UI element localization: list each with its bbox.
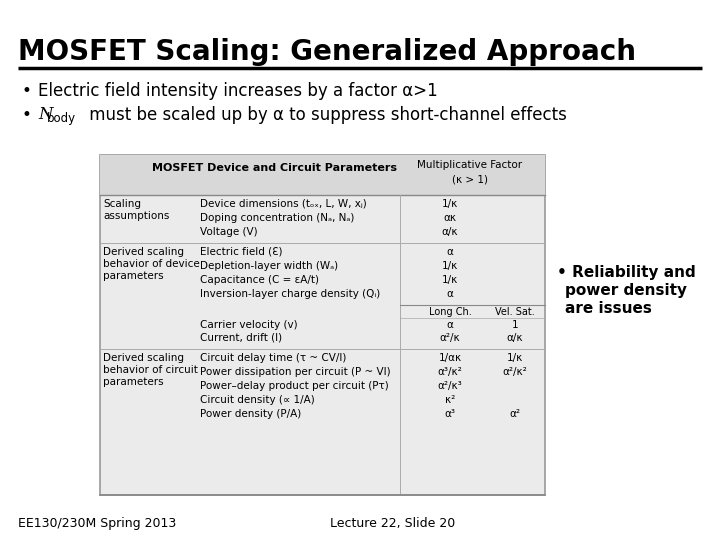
Text: Lecture 22, Slide 20: Lecture 22, Slide 20 bbox=[330, 517, 455, 530]
Text: EE130/230M Spring 2013: EE130/230M Spring 2013 bbox=[18, 517, 176, 530]
Text: must be scaled up by α to suppress short-channel effects: must be scaled up by α to suppress short… bbox=[84, 106, 567, 124]
Text: α²: α² bbox=[510, 409, 521, 419]
Text: Derived scaling: Derived scaling bbox=[103, 247, 184, 257]
Text: Multiplicative Factor: Multiplicative Factor bbox=[418, 160, 523, 170]
Text: 1/κ: 1/κ bbox=[507, 353, 523, 363]
Text: Voltage (V): Voltage (V) bbox=[200, 227, 258, 237]
Text: parameters: parameters bbox=[103, 271, 163, 281]
Text: MOSFET Scaling: Generalized Approach: MOSFET Scaling: Generalized Approach bbox=[18, 38, 636, 66]
Text: Scaling: Scaling bbox=[103, 199, 141, 209]
Text: behavior of circuit: behavior of circuit bbox=[103, 365, 198, 375]
Text: Vel. Sat.: Vel. Sat. bbox=[495, 307, 535, 317]
Text: α²/κ²: α²/κ² bbox=[503, 367, 527, 377]
Text: •: • bbox=[22, 106, 32, 124]
Text: Capacitance (C = εA/t): Capacitance (C = εA/t) bbox=[200, 275, 319, 285]
Text: α³/κ²: α³/κ² bbox=[438, 367, 462, 377]
Text: 1/κ: 1/κ bbox=[442, 275, 458, 285]
Text: 1/κ: 1/κ bbox=[442, 261, 458, 271]
Bar bbox=[100, 155, 545, 495]
Text: Circuit density (∝ 1/A): Circuit density (∝ 1/A) bbox=[200, 395, 315, 405]
Text: Derived scaling: Derived scaling bbox=[103, 353, 184, 363]
Text: Power dissipation per circuit (P ~ VI): Power dissipation per circuit (P ~ VI) bbox=[200, 367, 391, 377]
Text: Electric field (ℇ̇): Electric field (ℇ̇) bbox=[200, 247, 282, 257]
Text: 1/κ: 1/κ bbox=[442, 199, 458, 209]
Text: behavior of device: behavior of device bbox=[103, 259, 199, 269]
Text: α: α bbox=[446, 289, 454, 299]
Text: • Reliability and: • Reliability and bbox=[557, 265, 696, 280]
Text: Power–delay product per circuit (Pτ): Power–delay product per circuit (Pτ) bbox=[200, 381, 389, 391]
Text: power density: power density bbox=[565, 283, 687, 298]
Text: (κ > 1): (κ > 1) bbox=[452, 175, 488, 185]
Text: α²/κ³: α²/κ³ bbox=[438, 381, 462, 391]
Text: Depletion-layer width (Wₐ): Depletion-layer width (Wₐ) bbox=[200, 261, 338, 271]
Text: ακ: ακ bbox=[444, 213, 456, 223]
Text: α: α bbox=[446, 247, 454, 257]
Text: Current, drift (I): Current, drift (I) bbox=[200, 333, 282, 343]
Text: MOSFET Device and Circuit Parameters: MOSFET Device and Circuit Parameters bbox=[153, 163, 397, 173]
Text: α²/κ: α²/κ bbox=[440, 333, 460, 343]
Text: α: α bbox=[446, 320, 454, 330]
Text: α³: α³ bbox=[444, 409, 456, 419]
Text: 1: 1 bbox=[512, 320, 518, 330]
Text: 1/ακ: 1/ακ bbox=[438, 353, 462, 363]
Text: Inversion-layer charge density (Qᵢ): Inversion-layer charge density (Qᵢ) bbox=[200, 289, 380, 299]
Text: α/κ: α/κ bbox=[442, 227, 458, 237]
Text: Circuit delay time (τ ~ CV/I): Circuit delay time (τ ~ CV/I) bbox=[200, 353, 346, 363]
Text: Power density (P/A): Power density (P/A) bbox=[200, 409, 301, 419]
Text: κ²: κ² bbox=[445, 395, 455, 405]
Text: parameters: parameters bbox=[103, 377, 163, 387]
Text: body: body bbox=[47, 112, 76, 125]
Text: assumptions: assumptions bbox=[103, 211, 169, 221]
Text: Carrier velocity (v): Carrier velocity (v) bbox=[200, 320, 297, 330]
Text: Long Ch.: Long Ch. bbox=[428, 307, 472, 317]
Text: Doping concentration (Nₐ, Nₐ): Doping concentration (Nₐ, Nₐ) bbox=[200, 213, 354, 223]
Text: N: N bbox=[38, 106, 53, 123]
Text: are issues: are issues bbox=[565, 301, 652, 316]
Text: •: • bbox=[22, 82, 32, 100]
Bar bbox=[100, 155, 545, 195]
Text: Device dimensions (tₒₓ, L, W, xⱼ): Device dimensions (tₒₓ, L, W, xⱼ) bbox=[200, 199, 366, 209]
Text: Electric field intensity increases by a factor α>1: Electric field intensity increases by a … bbox=[38, 82, 438, 100]
Text: α/κ: α/κ bbox=[507, 333, 523, 343]
